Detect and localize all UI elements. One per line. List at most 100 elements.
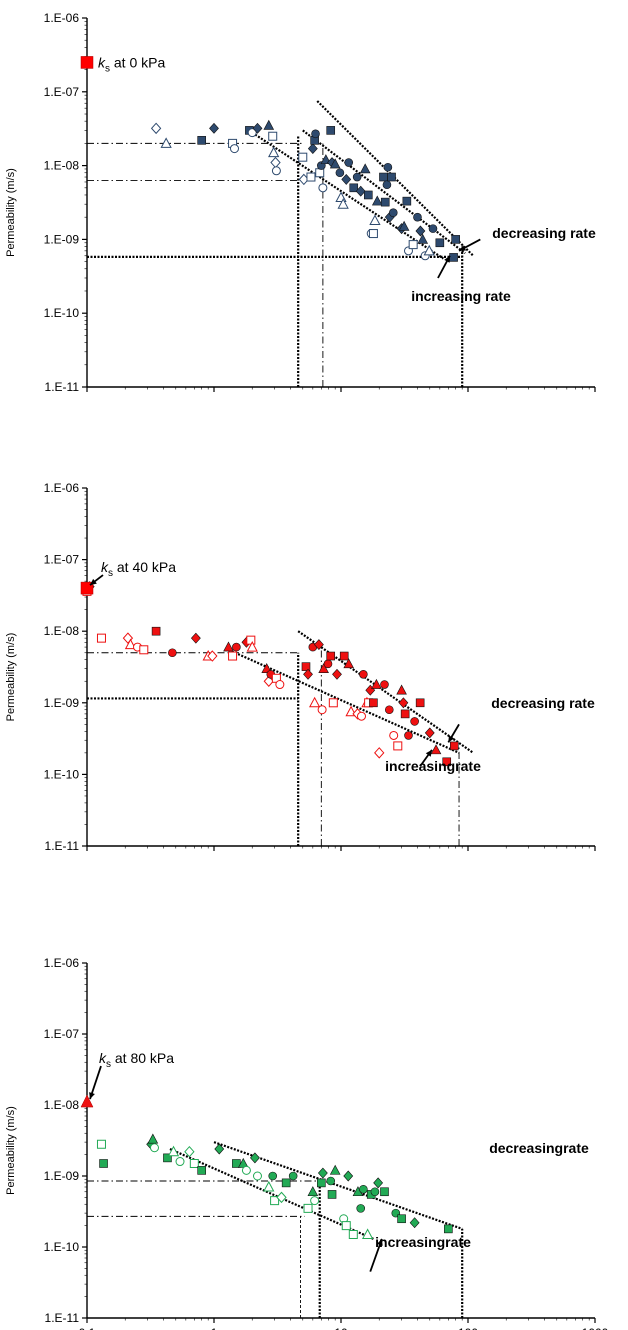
data-point-circle: [404, 731, 413, 740]
ks-label-sub: s: [105, 63, 110, 74]
ks-label: ks at 0 kPa: [98, 54, 165, 74]
data-point-triangle: [223, 641, 234, 652]
data-point-square: [189, 1158, 199, 1168]
data-point-square: [281, 1178, 291, 1188]
chart-panel-middle: 1.E-11 1.E-10 1.E-09 1.E-08 1.E-07 1.E-06 Perm…: [5, 481, 596, 853]
data-point-square: [327, 1190, 337, 1199]
data-point-square: [369, 698, 378, 708]
data-point-square: [339, 651, 349, 661]
data-point-circle: [356, 711, 366, 721]
data-point-triangle: [337, 198, 349, 209]
data-point-square: [303, 1203, 313, 1213]
y-tick-label: 1.E-07: [44, 85, 80, 99]
data-point-triangle: [343, 658, 355, 669]
data-point-circle: [383, 162, 393, 172]
data-point-square: [268, 131, 278, 141]
y-tick-label: 1.E-10: [44, 306, 80, 320]
data-point-diamond: [209, 122, 219, 134]
x-tick-label: 100: [458, 1326, 478, 1330]
ks-label: ks at 80 kPa: [99, 1050, 174, 1070]
data-point-triangle: [329, 158, 341, 169]
data-point-square: [228, 651, 238, 661]
data-point-diamond: [303, 668, 313, 680]
arrow-head: [459, 245, 467, 251]
data-point-diamond: [270, 156, 281, 169]
data-point-square: [387, 172, 396, 182]
data-point-triangle: [307, 1186, 319, 1197]
data-point-square: [348, 1229, 358, 1239]
data-point-square: [400, 709, 410, 719]
ks-label-sub: s: [106, 1059, 111, 1070]
ks-marker: [80, 1094, 94, 1108]
data-point-circle: [232, 642, 241, 652]
y-tick-label: 1.E-06: [44, 956, 80, 970]
data-point-circle: [247, 128, 257, 138]
data-point-triangle: [268, 146, 280, 158]
data-point-circle: [168, 648, 177, 658]
data-point-diamond: [250, 1152, 260, 1164]
data-point-square: [451, 235, 460, 244]
data-point-square: [415, 698, 425, 708]
arrow-head: [376, 1238, 383, 1246]
decreasing-rate-label: decreasingrate: [489, 1140, 589, 1156]
data-point-triangle: [329, 1164, 341, 1175]
data-point-diamond: [252, 122, 263, 134]
ks-label-rest: at 0 kPa: [110, 54, 165, 70]
data-point-square: [163, 1153, 172, 1163]
data-point-square: [444, 1224, 453, 1234]
chart-panel-top: 1.E-11 1.E-10 1.E-09 1.E-08 1.E-07 1.E-06 Perm…: [5, 11, 596, 394]
data-point-circle: [356, 1204, 366, 1213]
ks-label-rest: at 40 kPa: [113, 559, 176, 575]
data-point-circle: [271, 166, 281, 176]
y-tick-label: 1.E-10: [44, 767, 80, 781]
data-point-square: [301, 662, 311, 671]
data-point-circle: [380, 680, 389, 689]
y-tick-label: 1.E-07: [44, 553, 80, 567]
data-point-circle: [252, 1171, 262, 1181]
y-tick-label: 1.E-11: [45, 839, 80, 853]
data-point-diamond: [214, 1143, 225, 1155]
trend-line: [302, 129, 466, 255]
data-point-square: [246, 635, 256, 645]
data-point-triangle: [371, 678, 382, 689]
data-point-diamond: [207, 650, 218, 662]
ks-label-k: k: [98, 54, 106, 70]
data-point-circle: [175, 1157, 185, 1167]
chart-panel-bottom: 1.E-11 1.E-10 1.E-09 1.E-08 1.E-07 1.E-06 0.1 1…: [5, 956, 609, 1330]
data-point-square: [328, 698, 338, 708]
data-point-square: [326, 126, 336, 135]
data-point-diamond: [332, 668, 342, 680]
data-point-circle: [326, 1176, 336, 1186]
trend-line: [251, 131, 444, 260]
data-point-square: [315, 168, 325, 178]
data-point-diamond: [424, 727, 435, 739]
data-point-triangle: [167, 1145, 180, 1157]
data-point-square: [368, 229, 378, 239]
arrow-head: [89, 1092, 95, 1100]
data-point-circle: [311, 129, 320, 139]
data-point-circle: [317, 705, 327, 715]
increasing-rate-label: increasing rate: [411, 288, 511, 304]
data-point-circle: [359, 670, 368, 679]
data-point-square: [435, 238, 445, 248]
data-point-square: [197, 1166, 206, 1175]
y-tick-label: 1.E-09: [44, 1169, 80, 1183]
data-point-triangle: [417, 233, 429, 244]
data-point-square: [379, 172, 388, 182]
ks-label-sub: s: [108, 568, 113, 579]
data-point-circle: [241, 1165, 251, 1175]
y-tick-label: 1.E-06: [44, 481, 80, 495]
data-point-diamond: [190, 632, 201, 644]
ks-label-k: k: [101, 559, 109, 575]
decreasing-rate-label: decreasing rate: [492, 225, 596, 241]
x-tick-label: 0.1: [79, 1326, 96, 1330]
data-point-triangle: [396, 684, 407, 695]
arrow-head: [448, 735, 455, 743]
data-point-circle: [229, 144, 239, 154]
data-point-circle: [335, 168, 345, 178]
data-point-square: [402, 196, 412, 206]
data-point-square: [393, 741, 403, 751]
data-point-square: [139, 645, 149, 655]
data-point-diamond: [398, 697, 409, 709]
